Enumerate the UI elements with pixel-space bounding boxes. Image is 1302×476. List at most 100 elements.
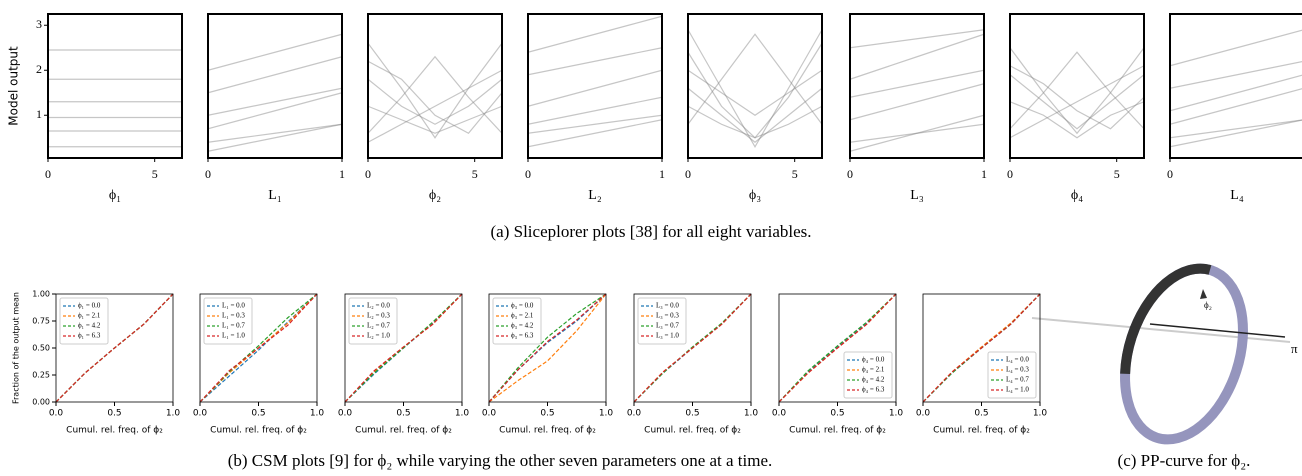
data-line: [55, 293, 174, 403]
legend-label: L₄ = 1.0: [1006, 386, 1029, 394]
data-line: [849, 29, 985, 49]
plot-frame: [367, 13, 503, 159]
x-tick-label: 1.0: [744, 409, 759, 419]
panel: 0 5 1 2 3 ϕ₁ Model output: [7, 13, 183, 203]
data-line: [1009, 101, 1145, 139]
data-line: [1169, 88, 1302, 125]
data-line: [849, 69, 985, 98]
data-line: [488, 293, 607, 403]
panel: 0 5 ϕ₄: [1007, 13, 1145, 203]
x-tick-label: 1: [339, 167, 345, 181]
data-line: [687, 42, 823, 139]
panel: 0 5 ϕ₃: [685, 13, 823, 203]
x-tick-label: 0: [1007, 167, 1013, 181]
data-line: [778, 293, 897, 403]
legend-label: ϕ₁ = 6.3: [78, 332, 101, 340]
x-tick-label: 0.5: [107, 409, 121, 419]
legend-box: [492, 297, 542, 345]
legend-label: L₃ = 1.0: [656, 332, 679, 340]
x-tick-label: 0.0: [627, 409, 642, 419]
data-line: [367, 78, 503, 125]
data-line: [199, 293, 318, 403]
plot-frame: [47, 13, 183, 159]
x-axis-label: Cumul. rel. freq. of ϕ₂: [210, 426, 307, 436]
data-line: [687, 69, 823, 116]
legend-label: L₂ = 0.7: [367, 322, 390, 330]
legend-box: [203, 297, 253, 345]
y-tick-label: 0.75: [32, 317, 50, 326]
curve-label: ϕ₂: [1204, 300, 1212, 310]
data-line: [199, 293, 318, 403]
data-line: [849, 83, 985, 121]
legend-label: ϕ₄ = 0.0: [862, 356, 885, 364]
caption: (c) PP-curve for ϕ₂.: [1118, 451, 1251, 470]
data-line: [367, 105, 503, 134]
legend-label: ϕ₄ = 6.3: [862, 386, 885, 394]
data-line: [488, 293, 607, 403]
legend-label: ϕ₃ = 4.2: [511, 322, 534, 330]
legend-label: ϕ₄ = 4.2: [862, 376, 885, 384]
panel: 0 5 ϕ₂: [365, 13, 503, 203]
x-tick-label: 1.0: [599, 409, 614, 419]
legend-label: ϕ₁ = 4.2: [78, 322, 101, 330]
x-tick-label: 0.0: [916, 409, 931, 419]
y-axis-label: Fraction of the output mean: [12, 292, 21, 404]
y-tick-label: 0.00: [32, 398, 50, 407]
axis-line-dark: [1149, 323, 1286, 338]
x-tick-label: 0.5: [396, 409, 410, 419]
x-tick-label: 0: [847, 167, 853, 181]
data-line: [687, 29, 823, 148]
y-tick-label: 2: [36, 62, 42, 76]
x-tick-label: 1: [981, 167, 987, 181]
legend-box: [637, 297, 687, 345]
axis-label: π: [1291, 341, 1298, 356]
data-line: [527, 114, 663, 134]
data-line: [687, 105, 823, 139]
data-line: [344, 293, 463, 403]
x-tick-label: 1.0: [1033, 409, 1048, 419]
data-line: [1009, 65, 1145, 139]
curve-dark: [1120, 263, 1248, 445]
data-line: [1169, 29, 1302, 67]
x-axis-label: Cumul. rel. freq. of ϕ₂: [644, 426, 741, 436]
data-line: [367, 69, 503, 143]
x-tick-label: 0: [1167, 167, 1173, 181]
x-tick-label: 1.0: [166, 409, 181, 419]
x-tick-label: 0.0: [338, 409, 353, 419]
data-line: [207, 92, 343, 130]
plot-frame: [1009, 13, 1145, 159]
x-tick-label: 0.5: [685, 409, 699, 419]
x-axis-label: ϕ₁: [109, 188, 121, 203]
data-line: [633, 293, 752, 403]
data-line: [1009, 51, 1145, 130]
panel: 0 L₄: [1167, 13, 1302, 203]
x-tick-label: 0.5: [974, 409, 988, 419]
legend-label: L₄ = 0.0: [1006, 356, 1029, 364]
legend-label: L₂ = 1.0: [367, 332, 390, 340]
data-line: [687, 87, 823, 144]
x-tick-label: 0.0: [193, 409, 208, 419]
x-tick-label: 1: [659, 167, 665, 181]
x-axis-label: L₂: [588, 188, 602, 203]
legend-label: ϕ₃ = 6.3: [511, 332, 534, 340]
axis-line: [1031, 317, 1291, 343]
legend-label: ϕ₄ = 2.1: [862, 366, 885, 374]
x-tick-label: 0: [45, 167, 51, 181]
x-tick-label: 5: [792, 167, 798, 181]
panel: 0 1 L₂: [525, 13, 665, 203]
legend-label: L₃ = 0.0: [656, 302, 679, 310]
legend-box: [59, 297, 109, 345]
plot-frame: [207, 13, 343, 159]
pp-curve: ϕ₂ π: [1031, 263, 1298, 445]
x-tick-label: 0.0: [49, 409, 64, 419]
arrow: [1200, 289, 1207, 299]
x-tick-label: 0.0: [772, 409, 787, 419]
y-tick-label: 1: [36, 107, 42, 121]
y-tick-label: 0.50: [32, 344, 50, 353]
y-tick-label: 3: [36, 17, 42, 31]
x-axis-label: Cumul. rel. freq. of ϕ₂: [789, 426, 886, 436]
